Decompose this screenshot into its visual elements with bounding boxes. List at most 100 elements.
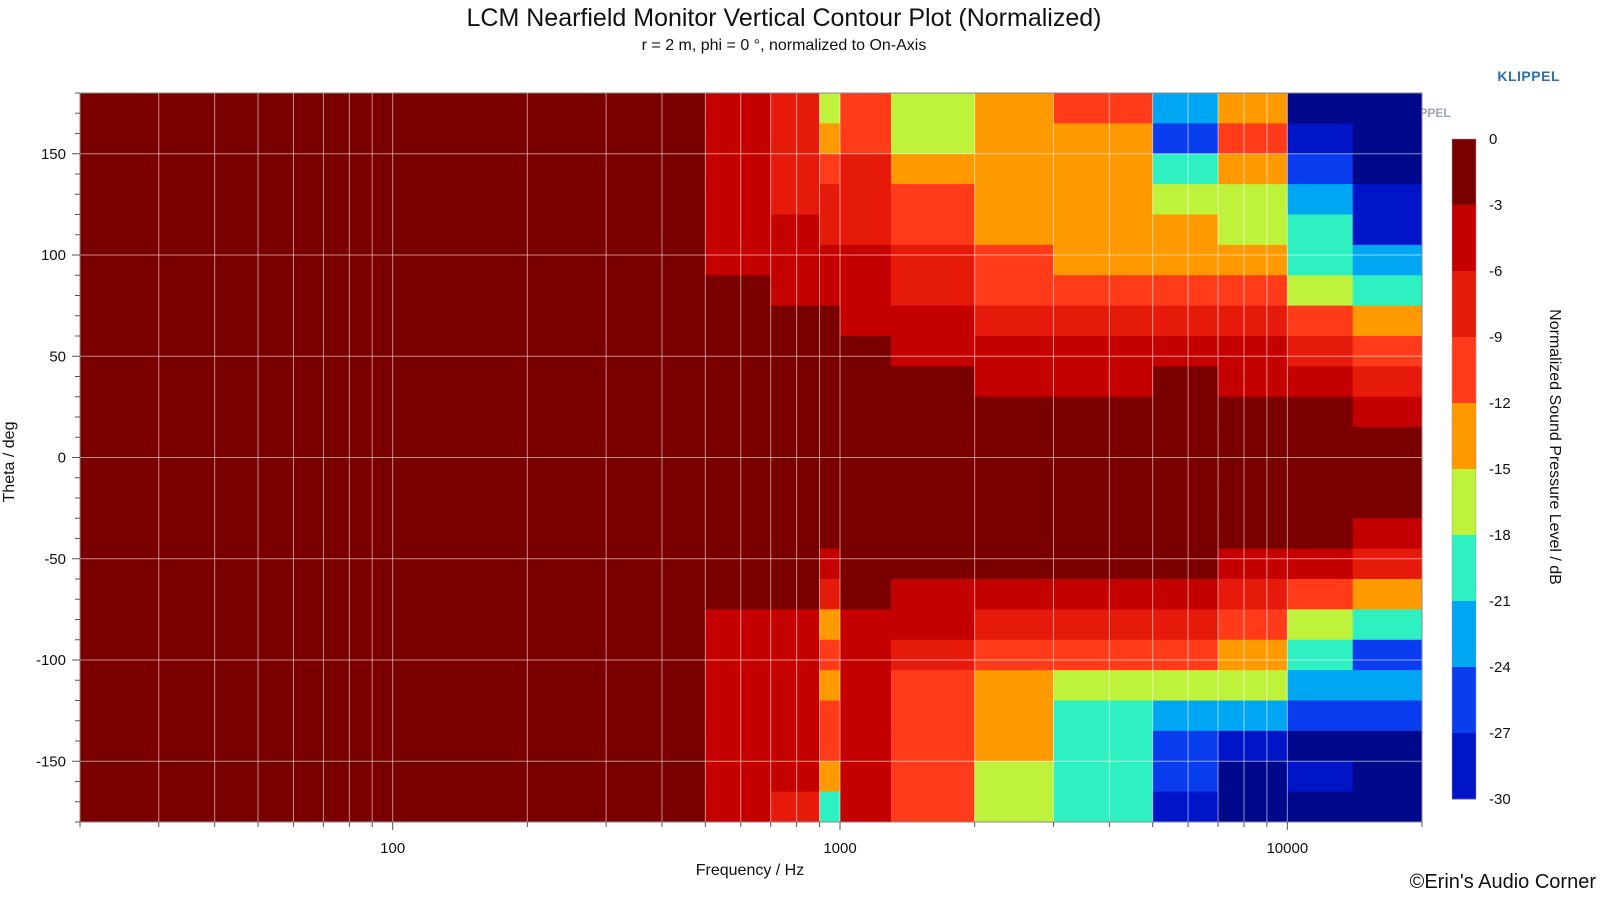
heatmap-cell [1218,214,1288,246]
heatmap-cell [1053,275,1154,307]
heatmap-cell [1287,184,1354,216]
heatmap-cell [1287,639,1354,671]
heatmap-cell [840,548,892,580]
heatmap-cell [974,730,1055,762]
y-tick-label: 150 [41,146,66,163]
klippel-brand-label: KLIPPEL [1497,68,1560,84]
heatmap-cell [1152,427,1219,459]
heatmap-cells [80,93,1422,822]
heatmap-cell [1352,93,1422,124]
heatmap-cell [80,457,663,489]
heatmap-cell [1218,184,1288,216]
heatmap-cell [974,670,1055,702]
heatmap-cell [819,184,841,216]
heatmap-cell [1218,791,1288,822]
colorbar-frame [1451,138,1477,800]
heatmap-cell [840,579,892,610]
heatmap-cell [1352,366,1422,398]
x-axis-ticks: 100 1000 10000 [79,822,1423,857]
heatmap-cell [819,700,841,732]
y-tick-label: -50 [44,551,66,568]
heatmap-cell [80,336,663,367]
heatmap-cell [1352,670,1422,702]
heatmap-cell [1152,396,1219,428]
heatmap-cell [819,396,841,428]
heatmap-cell [1352,700,1422,732]
heatmap-cell [840,305,892,337]
heatmap-cell [1352,214,1422,246]
heatmap-cell [890,639,976,671]
heatmap-cell [80,427,663,459]
colorbar-tick-label: -30 [1489,791,1511,808]
y-tick-label: 0 [58,450,66,467]
heatmap-cell [819,305,841,337]
heatmap-cell [1218,761,1288,793]
colorbar-swatch [1452,469,1476,536]
heatmap-cell [1287,244,1354,276]
heatmap-cell [890,457,976,489]
heatmap-cell [1287,761,1354,793]
heatmap-cell [1053,761,1154,793]
heatmap-cell [1053,670,1154,702]
heatmap-cell [1352,487,1422,519]
heatmap-cell [1152,336,1219,367]
heatmap-cell [819,730,841,762]
heatmap-cell [974,700,1055,732]
heatmap-cell [705,730,772,762]
heatmap-cell [770,123,821,155]
heatmap-cell [840,518,892,550]
heatmap-cell [80,700,663,732]
colorbar-tick-label: -18 [1489,527,1511,544]
colorbar-tick-label: -6 [1489,263,1502,280]
heatmap-cell [1218,305,1288,337]
heatmap-cell [705,487,772,519]
heatmap-cell [661,730,706,762]
colorbar-swatch [1452,403,1476,470]
heatmap-cell [890,153,976,185]
heatmap-cell [890,487,976,519]
heatmap-cell [770,93,821,124]
heatmap-cell [705,244,772,276]
heatmap-cell [705,457,772,489]
heatmap-cell [80,396,663,428]
heatmap-cell [1053,214,1154,246]
heatmap-cell [1152,153,1219,185]
heatmap-cell [1152,639,1219,671]
heatmap-cell [819,153,841,185]
colorbar-tick-label: -21 [1489,593,1511,610]
heatmap-cell [770,336,821,367]
y-axis-ticks: 150 100 50 0 -50 -100 -150 [36,92,80,823]
x-tick-label: 10000 [1266,840,1308,857]
heatmap-cell [974,609,1055,641]
heatmap-cell [661,518,706,550]
heatmap-cell [840,700,892,732]
heatmap-cell [770,791,821,822]
heatmap-cell [1152,730,1219,762]
heatmap-cell [819,214,841,246]
heatmap-cell [819,123,841,155]
heatmap-cell [1287,275,1354,307]
colorbar-swatch [1452,139,1476,206]
heatmap-cell [80,366,663,398]
heatmap-cell [974,305,1055,337]
heatmap-cell [1152,366,1219,398]
heatmap-cell [705,214,772,246]
heatmap-cell [80,153,663,185]
heatmap-cell [840,366,892,398]
heatmap-cell [705,548,772,580]
heatmap-cell [819,579,841,610]
heatmap-cell [890,579,976,610]
heatmap-cell [1053,244,1154,276]
heatmap-cell [974,639,1055,671]
heatmap-cell [1152,761,1219,793]
heatmap-cell [770,427,821,459]
x-tick-label: 1000 [823,840,856,857]
heatmap-cell [770,761,821,793]
heatmap-cell [819,336,841,367]
heatmap-cell [1053,487,1154,519]
heatmap-cell [661,579,706,610]
heatmap-cell [1287,791,1354,822]
heatmap-cell [1287,93,1354,124]
heatmap-cell [1152,184,1219,216]
